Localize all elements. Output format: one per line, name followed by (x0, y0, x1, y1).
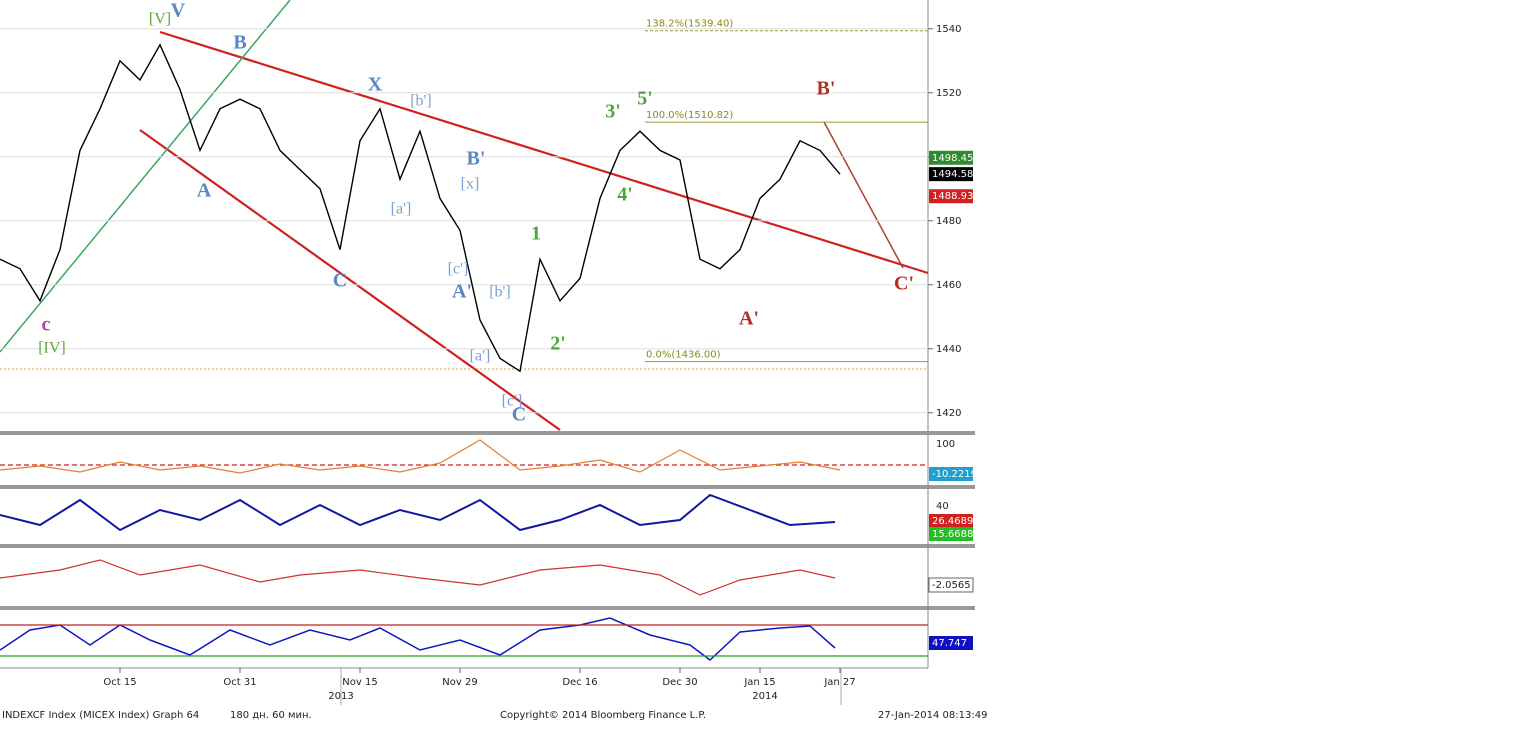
indicator-traces (0, 439, 928, 661)
price-tag-label: 1494.58 (932, 169, 973, 180)
wave-label: [b'] (410, 93, 432, 110)
wave-label: C' (894, 273, 914, 295)
x-tick-label: Oct 31 (223, 677, 256, 688)
wave-label: 1 (531, 223, 541, 245)
footer-title: INDEXCF Index (MICEX Index) Graph 64 (2, 710, 199, 721)
wave-label: 3' (605, 101, 621, 123)
wave-label: 2' (550, 333, 566, 355)
indicator-label: -10.2219 (932, 469, 977, 480)
indicator-label: 15.6688 (932, 529, 973, 540)
y-tick-label: 1520 (936, 88, 961, 99)
indicator-label: 26.4689 (932, 516, 973, 527)
indicator-label: 40 (936, 501, 949, 512)
x-tick-label: Dec 16 (562, 677, 597, 688)
trend-lines (0, 0, 929, 431)
y-tick-label: 1540 (936, 24, 961, 35)
wave-label: V (171, 0, 186, 22)
price-tag (929, 189, 973, 204)
year-label: 2014 (752, 691, 777, 702)
indicator-label: 100 (936, 439, 955, 450)
indicator-tag (928, 577, 974, 593)
footer-copyright: Copyright© 2014 Bloomberg Finance L.P. (500, 710, 706, 721)
indicator-tag (929, 636, 973, 650)
fib-label: 0.0%(1436.00) (646, 350, 721, 361)
fib-label: 100.0%(1510.82) (646, 110, 733, 121)
wave-label: [a'] (470, 348, 491, 365)
x-tick-label: Nov 29 (442, 677, 477, 688)
wave-label: [V] (149, 11, 171, 28)
wave-label: [b'] (489, 284, 511, 301)
y-tick-label: 1440 (936, 344, 961, 355)
price-tag-label: 1498.45 (932, 153, 973, 164)
wave-label: X (368, 74, 383, 96)
year-label: 2013 (328, 691, 353, 702)
wave-label: C (333, 270, 347, 292)
indicator-label: 47.747 (932, 638, 967, 649)
price-tag-label: 1488.93 (932, 191, 973, 202)
wave-label: A' (452, 281, 472, 303)
wave-label: [x] (461, 176, 480, 193)
wave-label: A (197, 180, 212, 202)
footer-timestamp: 27-Jan-2014 08:13:49 (878, 710, 987, 721)
y-tick-label: 1480 (936, 216, 961, 227)
footer-period: 180 дн. 60 мин. (230, 710, 312, 721)
price-line (0, 43, 841, 373)
x-tick-label: Oct 15 (103, 677, 136, 688)
wave-label: A' (739, 308, 759, 330)
wave-label: B (233, 32, 246, 54)
y-tick-label: 1460 (936, 280, 961, 291)
fib-label: 138.2%(1539.40) (646, 19, 733, 30)
wave-label: 5' (637, 88, 653, 110)
y-tick-label: 1420 (936, 408, 961, 419)
x-tick-label: Jan 27 (823, 677, 855, 688)
x-tick-label: Nov 15 (342, 677, 377, 688)
wave-label: B' (817, 78, 836, 100)
wave-label: B' (467, 148, 486, 170)
wave-label: [c'] (448, 261, 469, 278)
wave-label: C (512, 404, 526, 426)
wave-label: [IV] (38, 340, 66, 357)
price-tag (929, 150, 973, 165)
wave-label: c (42, 314, 51, 336)
x-tick-label: Dec 30 (662, 677, 697, 688)
wave-label: [a'] (391, 201, 412, 218)
panel-frames (0, 431, 975, 610)
x-tick-label: Jan 15 (743, 677, 775, 688)
wave-label: [c'] (502, 393, 523, 410)
indicator-tag (929, 527, 973, 541)
indicator-tag (929, 467, 973, 481)
wave-label: 4' (617, 184, 633, 206)
indicator-tag (929, 514, 973, 528)
price-tag (929, 167, 973, 182)
indicator-label: -2.0565 (932, 580, 971, 591)
